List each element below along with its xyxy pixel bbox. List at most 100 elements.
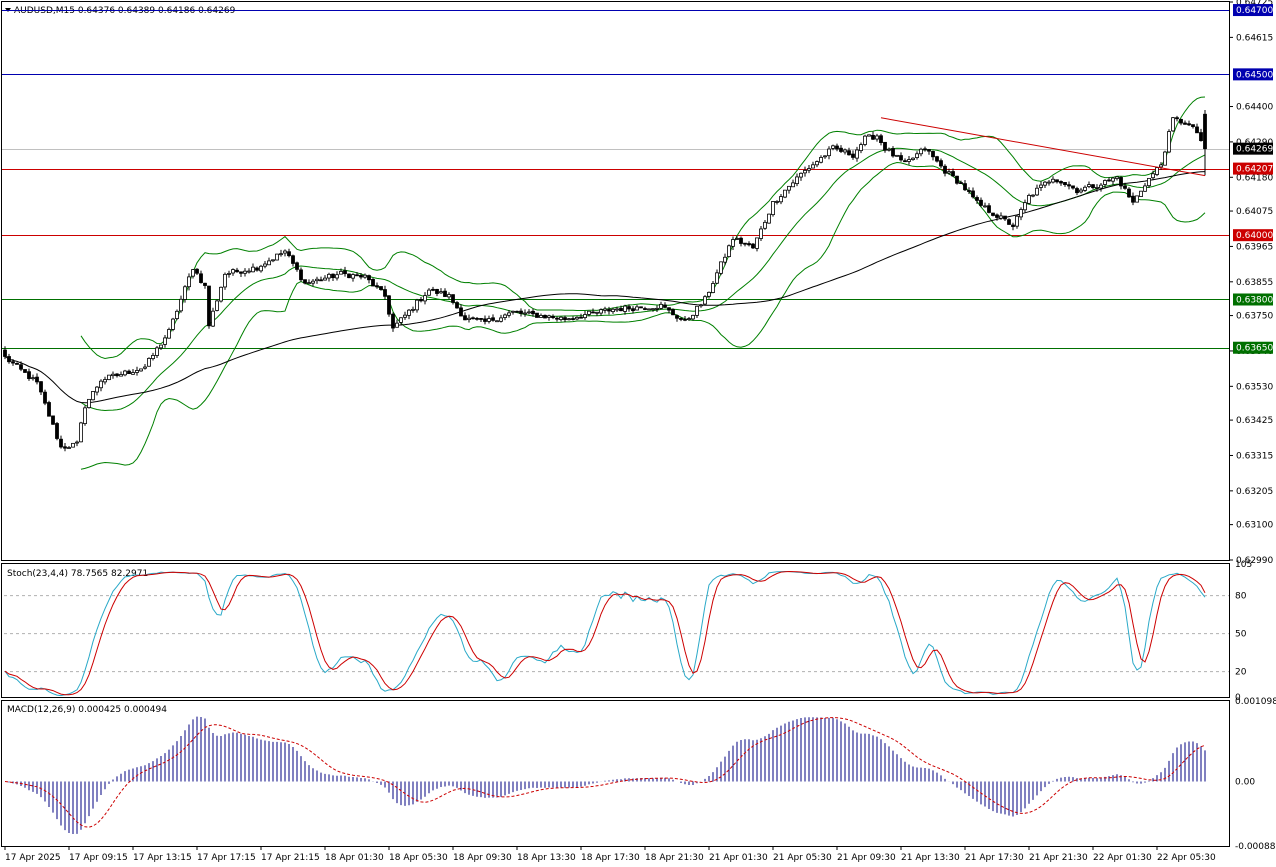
candle-body — [735, 238, 739, 240]
time-tick-label: 21 Apr 13:30 — [901, 853, 960, 863]
stoch-tick-label: 20 — [1235, 668, 1247, 678]
candle-body — [215, 300, 219, 311]
candle — [1135, 195, 1139, 203]
candle-body — [751, 243, 755, 249]
candle — [195, 268, 199, 276]
candle — [971, 187, 975, 199]
candle-body — [327, 273, 331, 279]
candle-body — [1187, 123, 1191, 126]
candle — [131, 369, 135, 375]
candle-body — [991, 212, 995, 216]
candle — [815, 160, 819, 168]
candle-body — [1115, 176, 1119, 179]
candle-body — [947, 171, 951, 174]
horizontal-levels — [2, 10, 1229, 349]
candle — [963, 180, 967, 192]
candle — [1187, 120, 1191, 127]
price-tick-label: 0.62990 — [1236, 556, 1273, 566]
time-tick-label: 18 Apr 01:30 — [325, 853, 384, 863]
candle — [43, 389, 47, 406]
candle — [747, 241, 751, 247]
price-tick-label: 0.63855 — [1236, 278, 1273, 288]
candle — [779, 194, 783, 205]
candle — [1047, 180, 1051, 186]
candle-body — [1131, 195, 1135, 203]
candle — [427, 288, 431, 296]
candle — [439, 288, 443, 294]
candle-body — [47, 402, 51, 417]
candle-body — [143, 366, 147, 369]
candle — [1071, 185, 1075, 190]
candle — [1039, 181, 1043, 191]
level-price-tag-label: 0.63650 — [1236, 344, 1273, 354]
candle-body — [943, 165, 947, 174]
candle-body — [1183, 122, 1187, 125]
candle — [479, 318, 483, 323]
candle — [375, 282, 379, 289]
candle — [27, 368, 31, 381]
candle-body — [383, 289, 387, 297]
candle-body — [207, 285, 211, 327]
candle — [691, 314, 695, 321]
candle — [895, 154, 899, 157]
candle — [379, 286, 383, 291]
candle-body — [675, 315, 679, 319]
main-pane-frame — [1, 1, 1230, 561]
candle-body — [815, 161, 819, 166]
candle-body — [487, 318, 491, 322]
candle-body — [571, 318, 575, 320]
time-tick-label: 21 Apr 05:30 — [773, 853, 832, 863]
time-tick-label: 17 Apr 17:15 — [197, 853, 256, 863]
candle-body — [1179, 118, 1183, 124]
candle — [1035, 184, 1039, 197]
candle — [927, 149, 931, 155]
level-price-tag-label: 0.64000 — [1236, 231, 1273, 241]
candle-body — [75, 441, 79, 444]
price-tick-label: 0.63315 — [1236, 451, 1273, 461]
candle — [611, 307, 615, 314]
candle — [95, 386, 99, 396]
candle — [443, 288, 447, 297]
candle — [383, 285, 387, 300]
candle-body — [407, 309, 411, 316]
candle — [907, 156, 911, 165]
candle-body — [1003, 215, 1007, 220]
candle — [327, 272, 331, 282]
candle-body — [663, 304, 667, 308]
candle-body — [231, 269, 235, 274]
candle — [455, 301, 459, 309]
candle-body — [351, 274, 355, 279]
candle-body — [531, 310, 535, 315]
candle-body — [1075, 188, 1079, 194]
candle-body — [575, 316, 579, 320]
candle — [467, 314, 471, 323]
candle-body — [755, 237, 759, 249]
candle — [179, 295, 183, 313]
candle — [299, 267, 303, 282]
level-price-tag: 0.63800 — [1233, 293, 1273, 306]
candle — [843, 148, 847, 155]
candle-body — [739, 237, 743, 244]
candle — [251, 263, 255, 273]
candle — [951, 168, 955, 177]
candle-body — [1099, 184, 1103, 189]
candle — [303, 279, 307, 285]
candle — [1075, 186, 1079, 196]
candle-body — [1051, 178, 1055, 183]
time-axis: 17 Apr 2025 17 Apr 09:15 17 Apr 13:15 17 Ap… — [4, 846, 1216, 863]
candle — [851, 150, 855, 160]
candle-body — [727, 245, 731, 257]
trendline-line — [880, 117, 1206, 177]
candle-body — [259, 265, 263, 272]
candle — [111, 371, 115, 379]
candle — [887, 147, 891, 152]
candle — [847, 147, 851, 156]
candle-body — [839, 147, 843, 152]
price-tick-label: 0.64400 — [1236, 103, 1273, 113]
price-axis: 0.647250.646150.644000.642900.641800.640… — [1229, 0, 1273, 566]
candle-body — [423, 295, 427, 302]
candle-body — [1071, 185, 1075, 189]
candle-body — [1083, 186, 1087, 191]
candle-body — [23, 369, 27, 373]
candle — [1067, 181, 1071, 190]
